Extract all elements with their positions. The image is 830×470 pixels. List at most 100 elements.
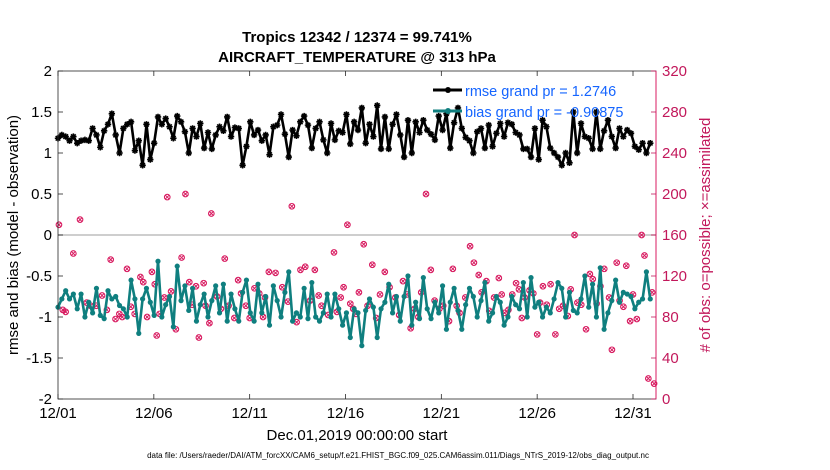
bias-point — [582, 273, 588, 279]
rmse-point — [181, 128, 189, 135]
rmse-point — [150, 139, 158, 147]
obs-possible-point — [449, 265, 457, 273]
obs-assimilated-point — [208, 211, 214, 216]
obs-assimilated-point — [572, 232, 577, 238]
bias-point — [170, 324, 176, 330]
rmse-point — [204, 129, 212, 136]
rmse-point — [593, 108, 600, 116]
bias-point — [539, 314, 546, 320]
rmse-point — [300, 112, 308, 120]
obs-possible-point — [206, 319, 213, 327]
obs-assimilated-point — [60, 307, 66, 313]
bias-point — [355, 310, 361, 316]
obs-assimilated-point — [302, 264, 308, 270]
bias-point — [66, 296, 73, 302]
obs-possible-point — [272, 269, 279, 277]
obs-possible-point — [552, 331, 559, 338]
y-right-tick-label: 40 — [662, 350, 679, 367]
bias-point — [497, 299, 503, 305]
rmse-point — [343, 111, 350, 118]
bias-point — [63, 288, 69, 294]
rmse-point — [439, 126, 446, 134]
rmse-point — [631, 143, 639, 150]
rmse-point — [254, 126, 262, 134]
rmse-point — [89, 125, 96, 132]
rmse-point — [458, 125, 466, 132]
x-tick-label: 12/21 — [423, 405, 461, 422]
obs-assimilated-point — [119, 314, 125, 320]
bias-point — [320, 310, 326, 316]
bias-point — [209, 298, 215, 304]
obs-assimilated-point — [450, 266, 456, 272]
bias-point — [428, 316, 434, 322]
rmse-point — [573, 149, 581, 157]
rmse-point — [473, 128, 481, 135]
rmse-point — [577, 120, 585, 127]
bias-point — [159, 314, 165, 320]
rmse-series — [54, 102, 654, 169]
obs-assimilated-point — [540, 283, 546, 289]
obs-possible-point — [360, 240, 368, 248]
bias-point — [239, 289, 246, 295]
bias-point — [586, 304, 592, 310]
rmse-point — [193, 133, 200, 140]
rmse-point — [235, 125, 242, 132]
obs-possible-point — [112, 315, 119, 323]
obs-assimilated-point — [294, 319, 299, 325]
rmse-point — [562, 149, 569, 157]
obs-possible-point — [178, 254, 185, 261]
rmse-point — [347, 140, 354, 148]
bias-point — [555, 279, 561, 286]
y-right-tick-label: 120 — [662, 268, 687, 285]
rmse-point — [70, 133, 77, 140]
obs-assimilated-point — [471, 260, 477, 266]
obs-possible-point — [107, 256, 115, 263]
rmse-point — [635, 146, 642, 153]
bias-point — [397, 318, 403, 324]
bias-point — [516, 306, 523, 312]
bias-point — [401, 293, 407, 300]
bias-point — [424, 306, 430, 312]
y-axis-right-label: # of obs: o=possible; ×=assimilated — [697, 118, 714, 353]
obs-possible-point — [221, 255, 229, 262]
bias-point — [255, 281, 261, 287]
obs-possible-point — [539, 282, 547, 290]
obs-assimilated-point — [201, 280, 207, 286]
bias-point — [140, 296, 146, 302]
rmse-point — [600, 127, 608, 135]
bias-point — [359, 343, 365, 349]
obs-possible-point — [185, 278, 193, 286]
obs-assimilated-point — [609, 347, 615, 353]
rmse-point — [297, 118, 304, 126]
obs-possible-point — [533, 331, 541, 338]
obs-assimilated-point — [651, 381, 657, 386]
x-axis-ticks: 12/01 12/06 12/11 12/16 12/21 12/26 12/31 — [39, 71, 652, 422]
rmse-point — [623, 126, 631, 134]
obs-possible-point — [195, 334, 203, 341]
bias-point — [466, 285, 473, 291]
bias-point — [347, 334, 353, 341]
obs-assimilated-point — [298, 267, 303, 273]
obs-possible-point — [626, 317, 634, 325]
rmse-point — [104, 121, 112, 128]
obs-possible-point — [650, 380, 658, 387]
y-right-tick-label: 200 — [662, 186, 687, 203]
rmse-point — [597, 145, 604, 153]
obs-assimilated-point — [347, 301, 353, 307]
obs-possible-point — [346, 300, 354, 308]
rmse-point — [420, 117, 427, 124]
rmse-point — [489, 143, 496, 150]
rmse-point — [258, 137, 266, 144]
y-left-tick-label: 0.5 — [31, 186, 52, 203]
x-tick-label: 12/01 — [39, 405, 77, 422]
bias-point — [339, 322, 346, 328]
y-left-tick-label: 2 — [44, 63, 52, 80]
obs-assimilated-point — [428, 267, 434, 273]
rmse-point — [81, 136, 89, 144]
obs-assimilated-point — [467, 243, 473, 249]
rmse-point — [481, 144, 489, 152]
rmse-point — [427, 130, 435, 138]
bias-point — [128, 277, 134, 283]
obs-assimilated-point — [144, 314, 150, 320]
obs-assimilated-point — [252, 285, 257, 291]
